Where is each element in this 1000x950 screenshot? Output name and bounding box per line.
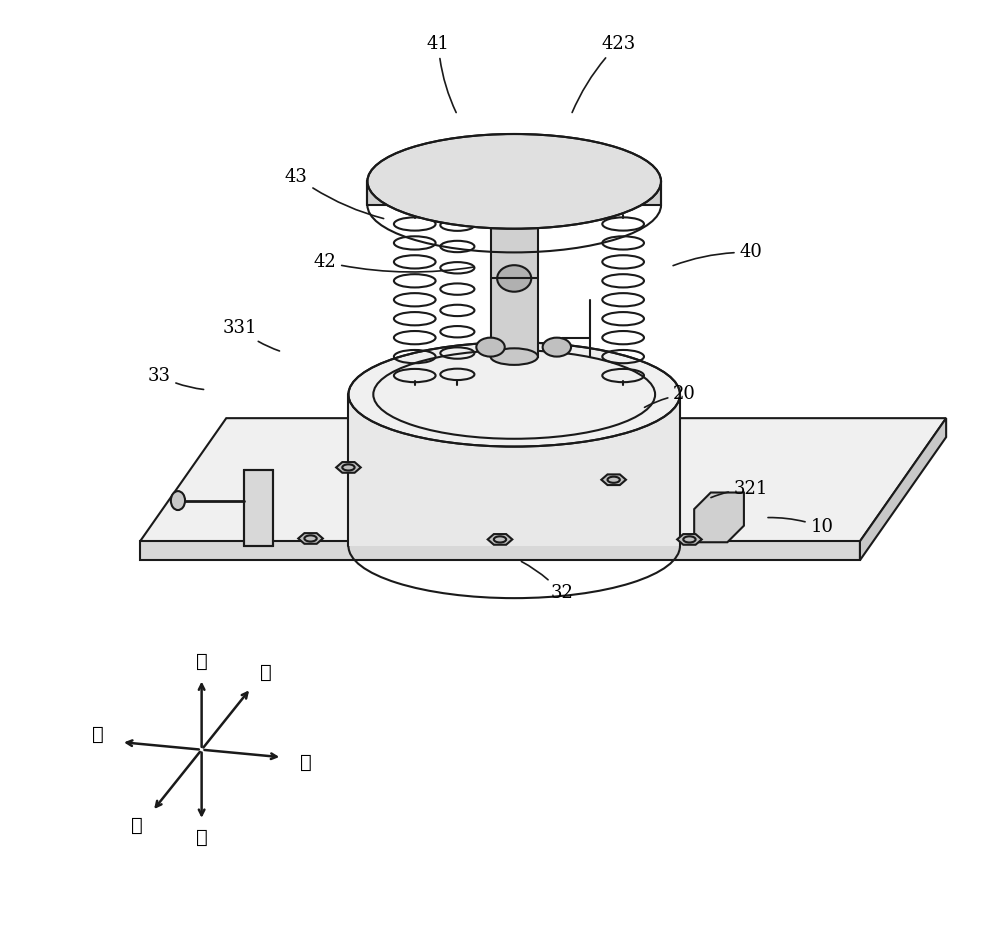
Text: 43: 43 [285, 167, 384, 218]
Text: 321: 321 [711, 480, 768, 498]
Text: 32: 32 [521, 561, 573, 602]
Polygon shape [488, 534, 512, 544]
Text: 42: 42 [313, 253, 474, 272]
Text: 20: 20 [645, 386, 696, 408]
Ellipse shape [171, 491, 185, 510]
Polygon shape [677, 534, 702, 544]
Ellipse shape [476, 337, 505, 356]
Text: 前: 前 [131, 817, 143, 835]
Polygon shape [601, 474, 626, 485]
Polygon shape [860, 418, 946, 560]
Ellipse shape [497, 265, 531, 292]
Polygon shape [367, 181, 661, 205]
Text: 41: 41 [427, 35, 456, 112]
Polygon shape [244, 470, 273, 546]
Text: 后: 后 [260, 664, 272, 682]
Text: 423: 423 [572, 35, 636, 112]
Text: 左: 左 [300, 754, 312, 772]
Ellipse shape [491, 349, 538, 365]
Polygon shape [140, 542, 860, 560]
Text: 331: 331 [222, 319, 280, 351]
Text: 10: 10 [768, 518, 834, 536]
Polygon shape [298, 533, 323, 543]
Text: 右: 右 [92, 726, 103, 744]
Polygon shape [491, 215, 538, 356]
Text: 上: 上 [196, 653, 208, 671]
Polygon shape [694, 492, 744, 542]
Text: 33: 33 [148, 367, 204, 389]
Ellipse shape [348, 342, 680, 446]
Polygon shape [336, 462, 361, 473]
Polygon shape [140, 418, 946, 542]
Text: 40: 40 [673, 243, 762, 266]
Polygon shape [348, 394, 680, 546]
Text: 下: 下 [196, 828, 208, 846]
Ellipse shape [491, 206, 538, 223]
Ellipse shape [543, 337, 571, 356]
Ellipse shape [367, 134, 661, 229]
